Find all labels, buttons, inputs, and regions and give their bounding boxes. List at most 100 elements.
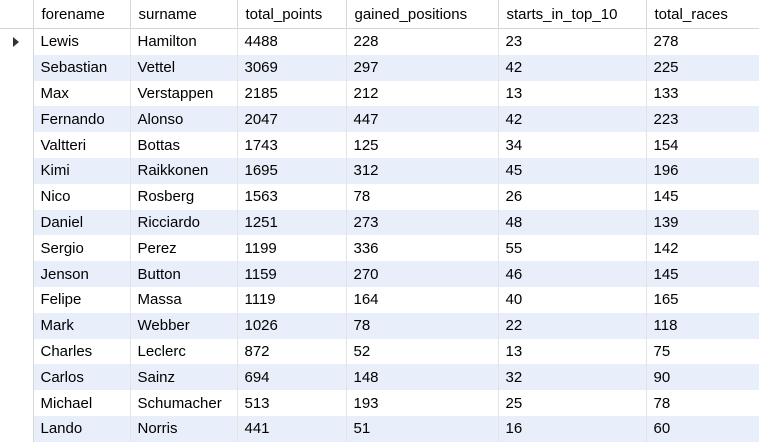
row-indicator[interactable] (0, 261, 34, 287)
row-indicator[interactable] (0, 338, 34, 365)
cell-forename[interactable]: Fernando (33, 106, 131, 133)
cell-forename[interactable]: Jenson (33, 261, 131, 287)
cell-gained-positions[interactable]: 164 (346, 286, 499, 313)
cell-starts-in-top-10[interactable]: 46 (498, 261, 647, 287)
cell-total-races[interactable]: 145 (646, 183, 759, 210)
table-row[interactable]: Carlos Sainz 694 148 32 90 (0, 364, 759, 391)
table-row[interactable]: Kimi Raikkonen 1695 312 45 196 (0, 157, 759, 184)
column-header-total-points[interactable]: total_points (237, 0, 347, 29)
cell-total-points[interactable]: 1563 (237, 183, 347, 210)
cell-gained-positions[interactable]: 212 (346, 80, 499, 107)
cell-gained-positions[interactable]: 78 (346, 312, 499, 339)
cell-total-points[interactable]: 513 (237, 390, 347, 416)
cell-starts-in-top-10[interactable]: 23 (498, 28, 647, 55)
cell-gained-positions[interactable]: 270 (346, 261, 499, 287)
cell-gained-positions[interactable]: 125 (346, 132, 499, 158)
cell-total-races[interactable]: 90 (646, 364, 759, 391)
cell-total-points[interactable]: 694 (237, 364, 347, 391)
cell-surname[interactable]: Leclerc (130, 338, 238, 365)
cell-total-points[interactable]: 3069 (237, 54, 347, 81)
cell-gained-positions[interactable]: 447 (346, 106, 499, 133)
table-row[interactable]: Fernando Alonso 2047 447 42 223 (0, 106, 759, 133)
cell-surname[interactable]: Button (130, 261, 238, 287)
table-row[interactable]: Mark Webber 1026 78 22 118 (0, 312, 759, 339)
table-row[interactable]: Valtteri Bottas 1743 125 34 154 (0, 132, 759, 158)
cell-total-races[interactable]: 165 (646, 286, 759, 313)
cell-surname[interactable]: Rosberg (130, 183, 238, 210)
cell-total-races[interactable]: 278 (646, 28, 759, 55)
row-indicator[interactable] (0, 390, 34, 416)
cell-starts-in-top-10[interactable]: 25 (498, 390, 647, 416)
cell-total-points[interactable]: 441 (237, 415, 347, 442)
row-indicator[interactable] (0, 415, 34, 442)
cell-total-races[interactable]: 75 (646, 338, 759, 365)
column-header-total-races[interactable]: total_races (646, 0, 759, 29)
cell-forename[interactable]: Lewis (33, 28, 131, 55)
column-header-starts-in-top-10[interactable]: starts_in_top_10 (498, 0, 647, 29)
cell-starts-in-top-10[interactable]: 22 (498, 312, 647, 339)
cell-starts-in-top-10[interactable]: 42 (498, 106, 647, 133)
row-indicator[interactable] (0, 54, 34, 81)
cell-surname[interactable]: Alonso (130, 106, 238, 133)
cell-starts-in-top-10[interactable]: 26 (498, 183, 647, 210)
column-header-gained-positions[interactable]: gained_positions (346, 0, 499, 29)
table-row[interactable]: Sergio Perez 1199 336 55 142 (0, 235, 759, 262)
cell-total-races[interactable]: 118 (646, 312, 759, 339)
table-row[interactable]: Lando Norris 441 51 16 60 (0, 415, 759, 442)
cell-total-races[interactable]: 223 (646, 106, 759, 133)
cell-forename[interactable]: Michael (33, 390, 131, 416)
cell-forename[interactable]: Max (33, 80, 131, 107)
row-indicator[interactable] (0, 235, 34, 262)
row-indicator[interactable] (0, 286, 34, 313)
cell-surname[interactable]: Ricciardo (130, 209, 238, 236)
row-indicator[interactable] (0, 183, 34, 210)
table-row[interactable]: Jenson Button 1159 270 46 145 (0, 261, 759, 287)
cell-forename[interactable]: Charles (33, 338, 131, 365)
cell-surname[interactable]: Bottas (130, 132, 238, 158)
cell-surname[interactable]: Sainz (130, 364, 238, 391)
cell-gained-positions[interactable]: 148 (346, 364, 499, 391)
cell-surname[interactable]: Verstappen (130, 80, 238, 107)
row-indicator[interactable] (0, 209, 34, 236)
row-indicator[interactable] (0, 28, 34, 55)
cell-starts-in-top-10[interactable]: 34 (498, 132, 647, 158)
table-row[interactable]: Charles Leclerc 872 52 13 75 (0, 338, 759, 365)
cell-forename[interactable]: Sergio (33, 235, 131, 262)
cell-forename[interactable]: Carlos (33, 364, 131, 391)
cell-surname[interactable]: Schumacher (130, 390, 238, 416)
row-indicator[interactable] (0, 132, 34, 158)
cell-forename[interactable]: Valtteri (33, 132, 131, 158)
row-indicator[interactable] (0, 157, 34, 184)
cell-starts-in-top-10[interactable]: 13 (498, 80, 647, 107)
row-indicator-header[interactable] (0, 0, 34, 29)
cell-total-points[interactable]: 1743 (237, 132, 347, 158)
cell-forename[interactable]: Daniel (33, 209, 131, 236)
table-row[interactable]: Felipe Massa 1119 164 40 165 (0, 286, 759, 313)
cell-gained-positions[interactable]: 297 (346, 54, 499, 81)
table-row[interactable]: Lewis Hamilton 4488 228 23 278 (0, 28, 759, 55)
cell-starts-in-top-10[interactable]: 13 (498, 338, 647, 365)
cell-total-points[interactable]: 4488 (237, 28, 347, 55)
cell-starts-in-top-10[interactable]: 45 (498, 157, 647, 184)
cell-gained-positions[interactable]: 228 (346, 28, 499, 55)
cell-total-races[interactable]: 145 (646, 261, 759, 287)
cell-starts-in-top-10[interactable]: 48 (498, 209, 647, 236)
cell-starts-in-top-10[interactable]: 16 (498, 415, 647, 442)
cell-forename[interactable]: Sebastian (33, 54, 131, 81)
table-row[interactable]: Sebastian Vettel 3069 297 42 225 (0, 54, 759, 81)
cell-gained-positions[interactable]: 78 (346, 183, 499, 210)
cell-total-races[interactable]: 78 (646, 390, 759, 416)
cell-gained-positions[interactable]: 52 (346, 338, 499, 365)
cell-surname[interactable]: Webber (130, 312, 238, 339)
cell-starts-in-top-10[interactable]: 32 (498, 364, 647, 391)
cell-total-races[interactable]: 142 (646, 235, 759, 262)
cell-forename[interactable]: Kimi (33, 157, 131, 184)
cell-forename[interactable]: Mark (33, 312, 131, 339)
cell-total-races[interactable]: 133 (646, 80, 759, 107)
cell-surname[interactable]: Perez (130, 235, 238, 262)
cell-surname[interactable]: Vettel (130, 54, 238, 81)
cell-total-races[interactable]: 139 (646, 209, 759, 236)
table-row[interactable]: Max Verstappen 2185 212 13 133 (0, 80, 759, 107)
cell-starts-in-top-10[interactable]: 42 (498, 54, 647, 81)
row-indicator[interactable] (0, 106, 34, 133)
